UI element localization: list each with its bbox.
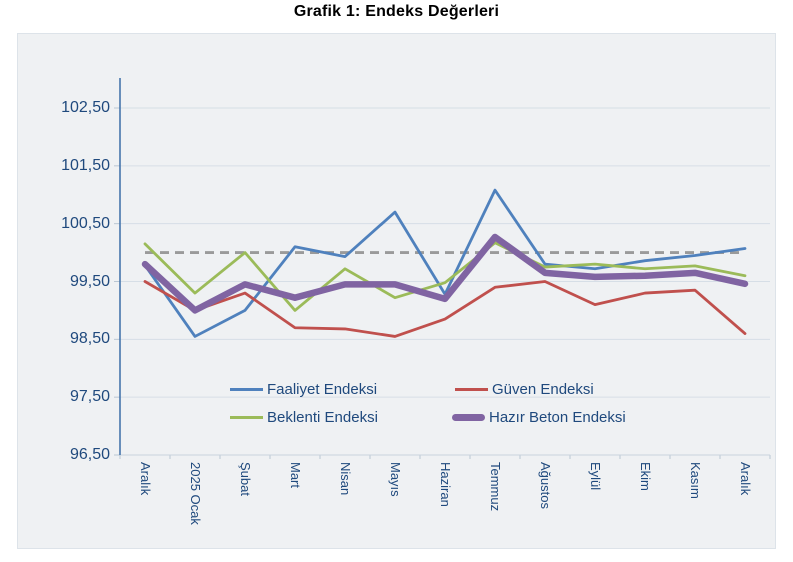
chart-frame xyxy=(17,33,776,549)
x-axis-tick-label: Kasım xyxy=(688,462,703,499)
x-axis-tick-label: Ağustos xyxy=(538,462,553,509)
x-axis-tick-label: Şubat xyxy=(238,462,253,496)
x-axis-tick-label: Haziran xyxy=(438,462,453,507)
x-axis-tick-label: Eylül xyxy=(588,462,603,491)
y-axis-tick-label: 98,50 xyxy=(69,330,110,348)
x-axis-tick-label: Nisan xyxy=(338,462,353,496)
y-axis-tick-label: 101,50 xyxy=(61,156,110,174)
x-axis-tick-label: Ekim xyxy=(638,462,653,491)
legend-label-faaliyet: Faaliyet Endeksi xyxy=(267,380,378,398)
legend-label-hazir-beton: Hazır Beton Endeksi xyxy=(489,408,626,426)
x-axis-tick-label: Mayıs xyxy=(388,462,403,497)
legend-label-guven: Güven Endeksi xyxy=(492,380,594,398)
x-axis-tick-label: Aralık xyxy=(138,462,153,496)
legend-item-faaliyet: Faaliyet Endeksi xyxy=(230,379,377,399)
y-axis-tick-label: 102,50 xyxy=(61,99,110,116)
legend-swatch-guven xyxy=(455,387,488,391)
x-axis-tick-label: 2025 Ocak xyxy=(188,462,203,525)
x-axis-tick-label: Temmuz xyxy=(488,462,503,512)
legend-item-guven: Güven Endeksi xyxy=(455,379,594,399)
y-axis-tick-label: 97,50 xyxy=(69,388,110,406)
legend-label-beklenti: Beklenti Endeksi xyxy=(267,408,378,426)
series-line-hazır-beton-endeksi xyxy=(141,233,749,314)
legend-item-beklenti: Beklenti Endeksi xyxy=(230,407,378,427)
y-axis-tick-label: 99,50 xyxy=(69,272,110,290)
y-axis-tick-label: 100,50 xyxy=(61,214,110,232)
legend-item-hazir-beton: Hazır Beton Endeksi xyxy=(452,407,626,427)
chart-title: Grafik 1: Endeks Değerleri xyxy=(293,3,500,20)
legend-swatch-beklenti xyxy=(230,415,263,419)
x-axis-tick-label: Mart xyxy=(288,462,303,488)
series-line-faaliyet-endeksi xyxy=(143,188,747,338)
x-axis-tick-label: Aralık xyxy=(738,462,753,496)
legend-swatch-hazir-beton xyxy=(452,413,485,421)
legend-swatch-faaliyet xyxy=(230,387,263,391)
y-axis-tick-label: 96,50 xyxy=(69,446,110,463)
series-line-beklenti-endeksi xyxy=(143,241,747,312)
series-line-güven-endeksi xyxy=(143,280,747,338)
